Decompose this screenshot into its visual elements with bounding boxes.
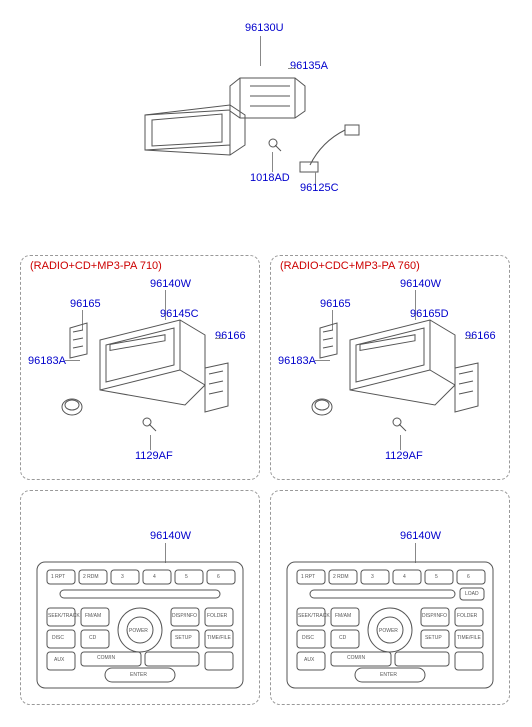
btn-label: 1 RPT: [301, 574, 315, 580]
leader: [65, 360, 80, 361]
btn-label: 5: [185, 574, 188, 580]
leader: [400, 435, 401, 450]
btn-label: 3: [371, 574, 374, 580]
btn-label: 5: [435, 574, 438, 580]
label-left-96165: 96165: [70, 298, 101, 310]
panel-left-header: (RADIO+CD+MP3-PA 710): [30, 260, 162, 272]
btn-label: 2 RDM: [333, 574, 349, 580]
btn-label: POWER: [129, 628, 148, 634]
leader: [260, 36, 261, 66]
btn-label: POWER: [379, 628, 398, 634]
btn-label: DISP/INFO: [172, 613, 197, 619]
radio-unit-left: [90, 310, 210, 410]
btn-label: SEEK/TRACK: [48, 613, 80, 619]
btn-label: DISC: [52, 635, 64, 641]
btn-label: LOAD: [465, 591, 479, 597]
btn-label: FM/AM: [335, 613, 351, 619]
btn-label: AUX: [54, 657, 64, 663]
btn-label: 1 RPT: [51, 574, 65, 580]
label-left-96166: 96166: [215, 330, 246, 342]
label-1018AD: 1018AD: [250, 172, 290, 184]
label-lower-right-96140W: 96140W: [400, 530, 441, 542]
cable-connector: [295, 120, 365, 180]
btn-label: 3: [121, 574, 124, 580]
display-module: [140, 100, 250, 160]
btn-label: FOLDER: [207, 613, 227, 619]
btn-label: 2 RDM: [83, 574, 99, 580]
screw-right: [390, 415, 410, 435]
label-right-96166: 96166: [465, 330, 496, 342]
btn-label: CD: [89, 635, 96, 641]
label-96130U: 96130U: [245, 22, 284, 34]
btn-label: SETUP: [175, 635, 192, 641]
label-right-96140W: 96140W: [400, 278, 441, 290]
btn-label: TIME/FILE: [457, 635, 481, 641]
btn-label: ENTER: [130, 672, 147, 678]
leader: [272, 152, 273, 172]
label-lower-left-96140W: 96140W: [150, 530, 191, 542]
btn-label: AUX: [304, 657, 314, 663]
leader: [315, 360, 330, 361]
screw-left: [140, 415, 160, 435]
btn-label: ENTER: [380, 672, 397, 678]
label-left-1129AF: 1129AF: [135, 450, 173, 462]
btn-label: CD: [339, 635, 346, 641]
btn-label: FM/AM: [85, 613, 101, 619]
leader: [315, 172, 316, 184]
left-bracket-r: [200, 360, 235, 415]
label-right-1129AF: 1129AF: [385, 450, 423, 462]
leader: [150, 435, 151, 450]
right-bracket-r: [450, 360, 485, 415]
btn-label: 4: [403, 574, 406, 580]
leader: [215, 338, 225, 339]
screw-1018ad: [265, 135, 285, 155]
btn-label: DISP/INFO: [422, 613, 447, 619]
radio-unit-right: [340, 310, 460, 410]
btn-label: 4: [153, 574, 156, 580]
knob-right: [310, 395, 335, 420]
btn-label: SETUP: [425, 635, 442, 641]
btn-label: SEEK/TRACK: [298, 613, 330, 619]
label-right-96183A: 96183A: [278, 355, 316, 367]
label-right-96165: 96165: [320, 298, 351, 310]
panel-right-header: (RADIO+CDC+MP3-PA 760): [280, 260, 420, 272]
label-96125C: 96125C: [300, 182, 339, 194]
btn-label: 6: [217, 574, 220, 580]
btn-label: DISC: [302, 635, 314, 641]
leader: [288, 68, 296, 69]
btn-label: COM/IN: [347, 655, 365, 661]
btn-label: 6: [467, 574, 470, 580]
leader: [465, 338, 475, 339]
label-left-96140W: 96140W: [150, 278, 191, 290]
btn-label: TIME/FILE: [207, 635, 231, 641]
label-96135A: 96135A: [290, 60, 328, 72]
label-left-96183A: 96183A: [28, 355, 66, 367]
btn-label: FOLDER: [457, 613, 477, 619]
btn-label: COM/IN: [97, 655, 115, 661]
knob-left: [60, 395, 85, 420]
